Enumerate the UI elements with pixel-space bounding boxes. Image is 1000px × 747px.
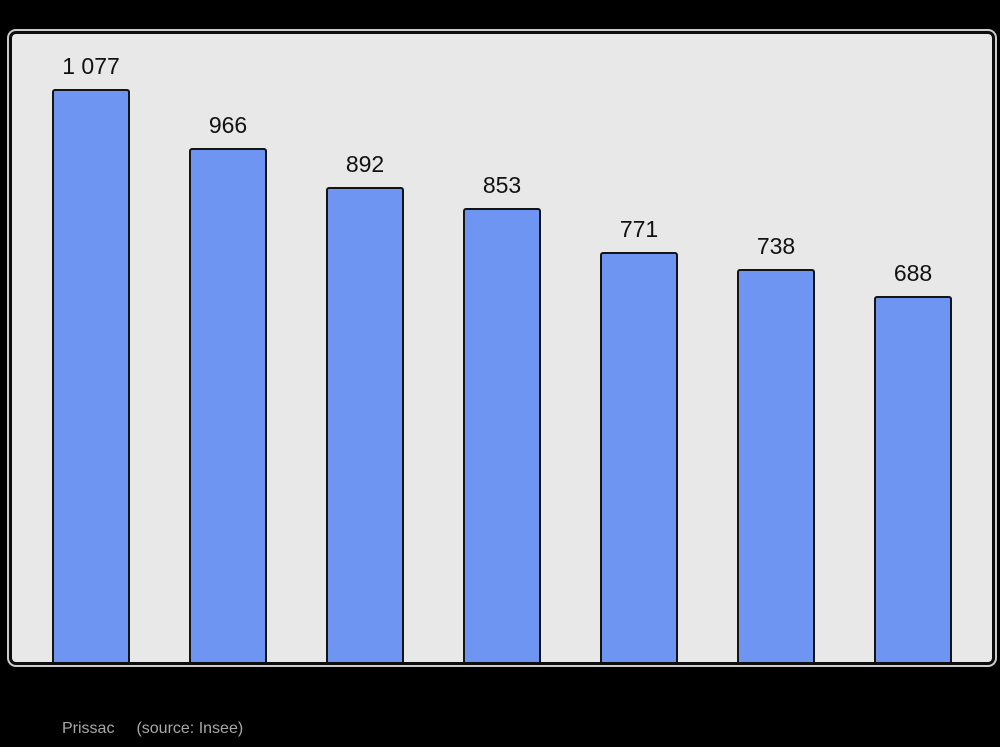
bar-value-label: 771 (619, 215, 659, 242)
bar-value-label: 853 (482, 172, 522, 199)
bar (189, 147, 267, 662)
bar-value-label: 966 (208, 111, 248, 138)
population-bar-chart: 1 077 966 892 853 771 738 688 (9, 31, 995, 665)
bar-slot: 892 (326, 34, 404, 662)
bar-slot: 688 (874, 34, 952, 662)
bar-slot: 853 (463, 34, 541, 662)
caption-commune-name: Prissac (62, 720, 115, 737)
bar-slot: 738 (737, 34, 815, 662)
caption-source: (source: Insee) (136, 720, 244, 737)
bar-value-label: 1 077 (62, 52, 120, 79)
bar-value-label: 688 (893, 259, 933, 286)
bar-value-label: 892 (345, 151, 385, 178)
bar (326, 187, 404, 662)
bar-slot: 966 (189, 34, 267, 662)
bar (737, 269, 815, 662)
chart-caption: Prissac (source: Insee) (62, 720, 243, 738)
bar (874, 295, 952, 662)
bar (52, 88, 130, 662)
bar (463, 208, 541, 662)
bar-value-label: 738 (756, 233, 796, 260)
bar-slot: 771 (600, 34, 678, 662)
bar (600, 251, 678, 662)
bars-row: 1 077 966 892 853 771 738 688 (12, 34, 992, 662)
bar-slot: 1 077 (52, 34, 130, 662)
